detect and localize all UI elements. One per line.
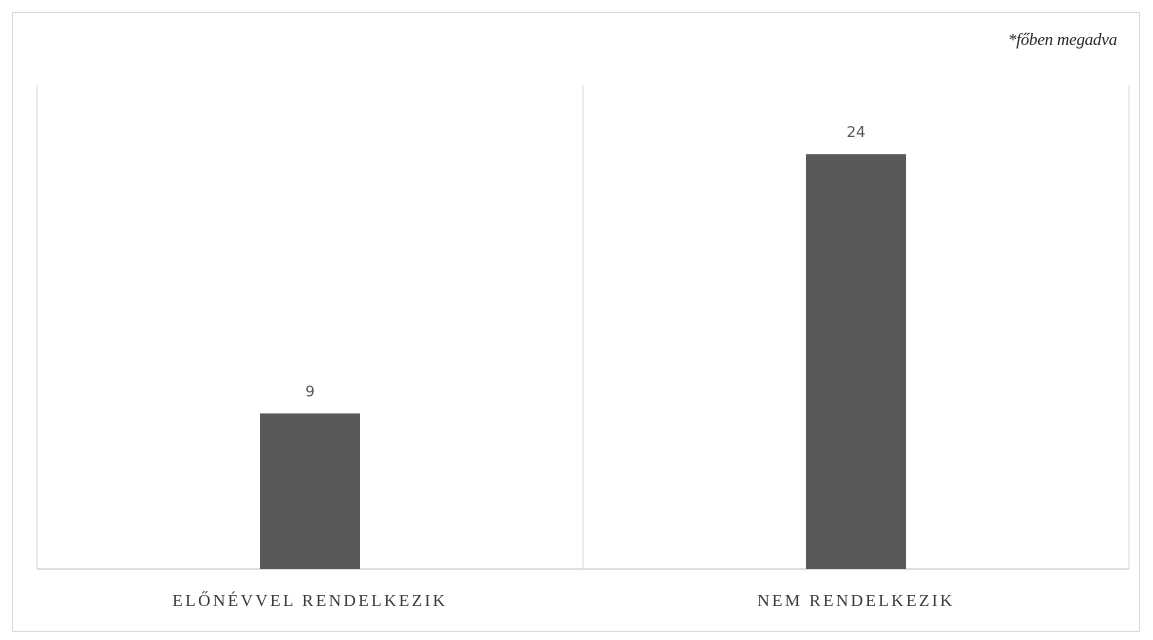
bar-1 (260, 413, 360, 569)
category-label-1: ELŐNÉVVEL RENDELKEZIK (172, 591, 447, 610)
bar-2 (806, 154, 906, 569)
data-label-2: 24 (846, 123, 865, 141)
category-label-2: NEM RENDELKEZIK (757, 591, 955, 610)
data-label-1: 9 (305, 382, 315, 400)
